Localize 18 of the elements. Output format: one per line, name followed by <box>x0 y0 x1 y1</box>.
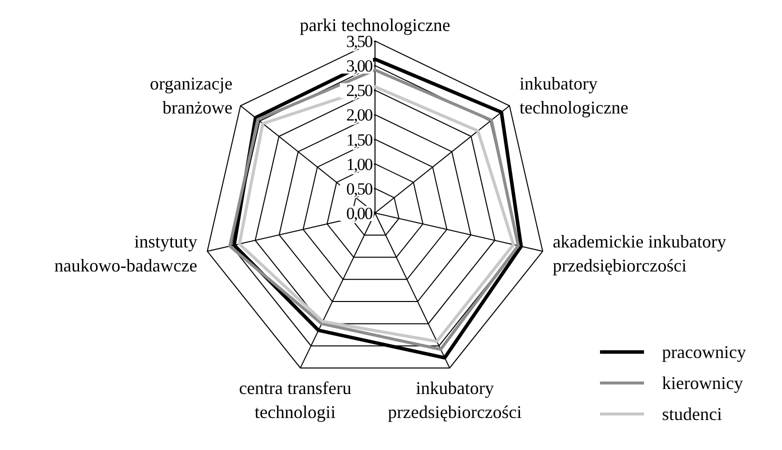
spoke-label: centra transferu technologii <box>238 378 352 422</box>
legend-label: studenci <box>662 404 722 424</box>
spoke-label: inkubatory przedsiębiorczości <box>388 378 522 422</box>
legend-label: pracownicy <box>662 342 746 362</box>
y-tick-label: 3,00 <box>346 56 372 76</box>
y-tick-label: 0,50 <box>346 179 372 198</box>
spoke-label: organizacje branżowe <box>150 74 233 118</box>
spoke-label: instytuty naukowo-badawcze <box>54 232 198 276</box>
spoke-label: inkubatory technologiczne <box>519 74 628 118</box>
spoke-label: parki technologiczne <box>300 15 450 35</box>
spoke-label: akademickie inkubatory przedsiębiorczości <box>552 232 726 276</box>
legend-label: kierownicy <box>662 373 743 393</box>
y-tick-label: 1,50 <box>346 130 372 150</box>
y-tick-label: 1,00 <box>346 154 372 174</box>
y-tick-label: 3,50 <box>346 32 372 51</box>
y-tick-label: 2,50 <box>346 81 372 100</box>
y-tick-label: 2,00 <box>346 106 372 125</box>
y-tick-label: 0,00 <box>346 204 372 223</box>
